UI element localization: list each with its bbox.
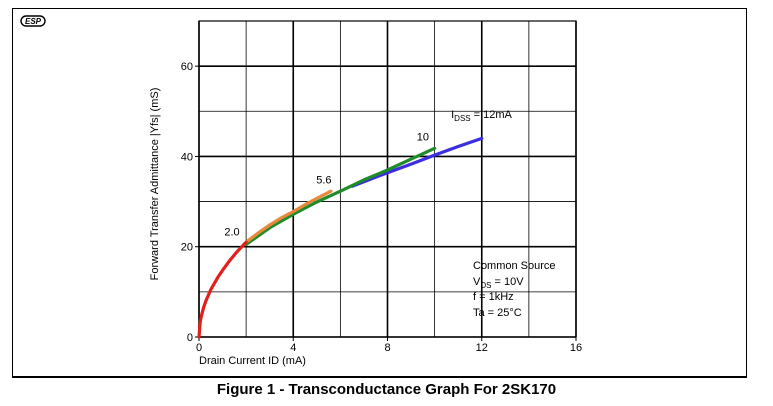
idss-label-sub: DSS bbox=[454, 114, 470, 123]
conditions-vds-main: V bbox=[473, 276, 481, 288]
idss-label-rest: = 12mA bbox=[471, 109, 513, 121]
series-line-5-6 bbox=[244, 189, 333, 244]
y-axis: 0 20 40 60 bbox=[181, 61, 199, 344]
figure-frame bbox=[12, 8, 747, 378]
y-axis-label: Forward Transfer Admittance |Yfs| (mS) bbox=[149, 88, 161, 281]
conditions-title: Common Source bbox=[473, 260, 556, 272]
y-tick-label: 40 bbox=[181, 151, 193, 163]
esp-logo-text: ESP bbox=[25, 17, 42, 26]
series-group bbox=[197, 136, 484, 339]
x-axis-label: Drain Current ID (mA) bbox=[199, 355, 306, 367]
y-tick-label: 20 bbox=[181, 242, 193, 254]
conditions-frequency: f = 1kHz bbox=[473, 291, 514, 303]
conditions-vds-sub: DS bbox=[480, 281, 491, 290]
curve-label: 5.6 bbox=[316, 175, 331, 187]
figure-caption: Figure 1 - Transconductance Graph For 2S… bbox=[216, 381, 557, 398]
curve-label: 2.0 bbox=[224, 226, 239, 238]
conditions-vds: VDS = 10V bbox=[473, 276, 524, 290]
x-tick-label: 12 bbox=[476, 342, 488, 354]
y-tick-label: 60 bbox=[181, 61, 193, 73]
conditions-temperature: Ta = 25°C bbox=[473, 307, 522, 319]
transconductance-chart: 0 20 40 60 0 4 8 12 16 2.0 5.6 10 Drain Current I… bbox=[149, 20, 582, 367]
grid bbox=[198, 20, 577, 338]
annotations: 2.0 5.6 10 bbox=[224, 132, 429, 239]
series-line-10 bbox=[244, 146, 437, 247]
series-line-2-0 bbox=[197, 240, 248, 339]
idss-label: IDSS = 12mA bbox=[451, 109, 512, 123]
series-line-idss-12ma bbox=[350, 136, 484, 188]
idss-label-main: I bbox=[451, 109, 454, 121]
x-tick-label: 0 bbox=[196, 342, 202, 354]
x-tick-label: 8 bbox=[384, 342, 390, 354]
y-tick-label: 0 bbox=[187, 332, 193, 344]
x-tick-label: 16 bbox=[570, 342, 582, 354]
x-axis: 0 4 8 12 16 bbox=[196, 337, 582, 354]
x-tick-label: 4 bbox=[290, 342, 296, 354]
curve-label: 10 bbox=[417, 132, 429, 144]
conditions-box: Common Source VDS = 10V f = 1kHz Ta = 25… bbox=[473, 260, 556, 319]
conditions-vds-rest: = 10V bbox=[491, 276, 524, 288]
esp-logo: ESP bbox=[20, 15, 46, 27]
